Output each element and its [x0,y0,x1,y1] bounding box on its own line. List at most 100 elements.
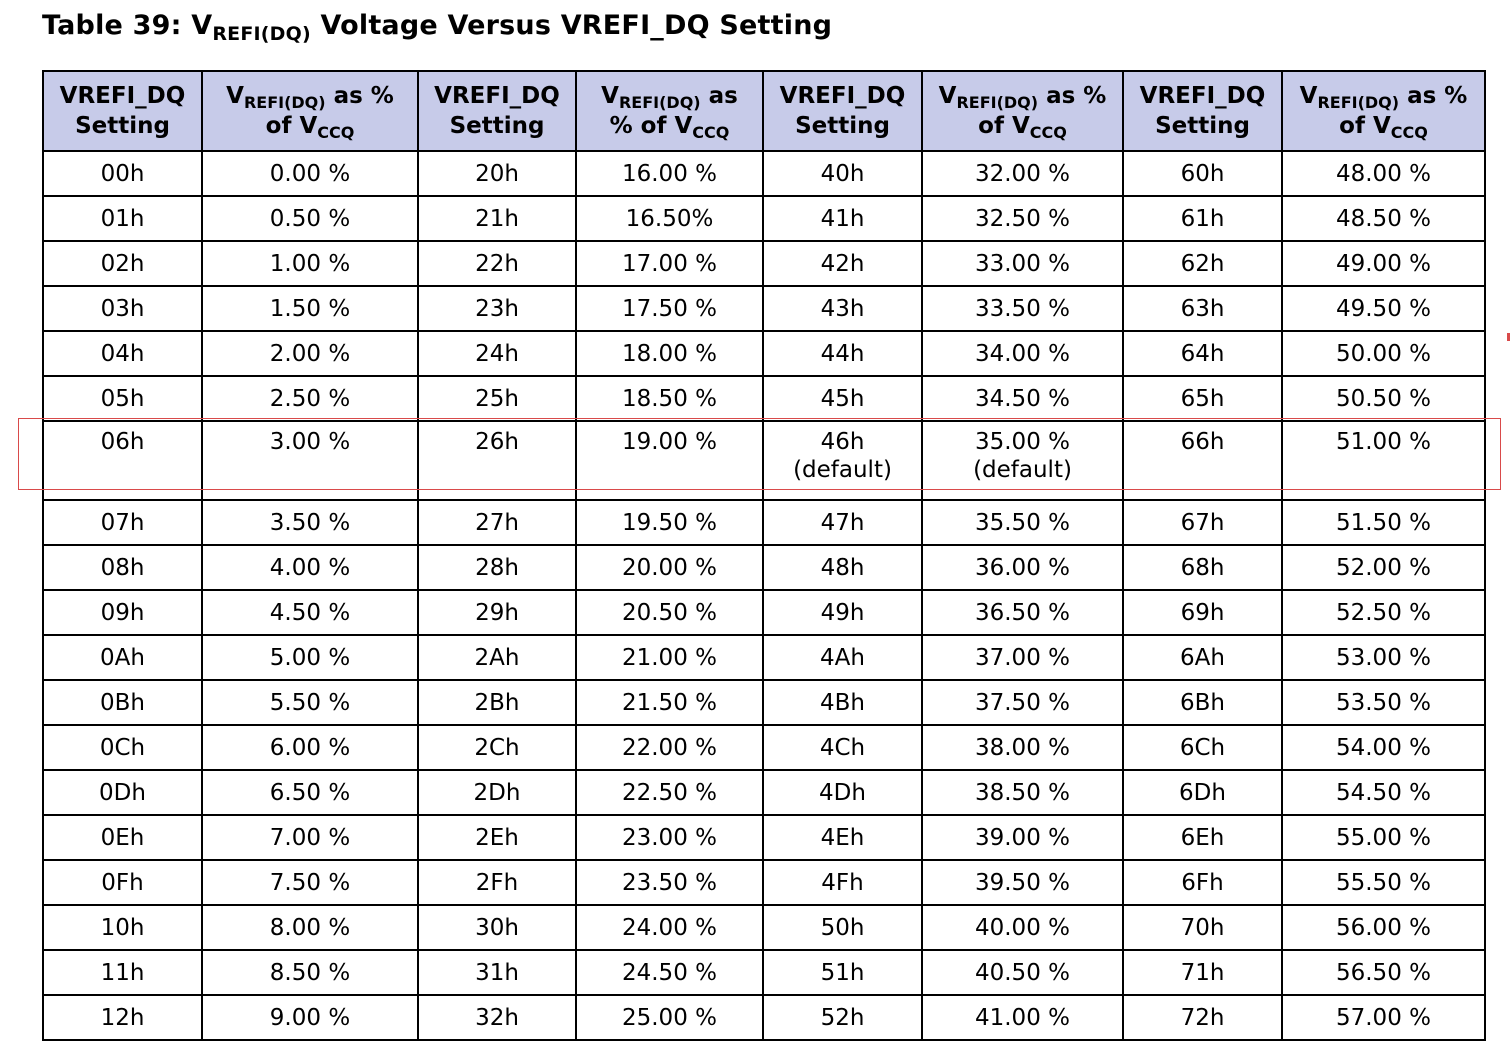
table-cell: 33.00 % [921,240,1124,287]
table-cell: 22.50 % [575,769,764,816]
table-cell: 24.50 % [575,949,764,996]
table-cell: 39.00 % [921,814,1124,861]
table-cell: 32.00 % [921,150,1124,197]
table-cell: 34.50 % [921,375,1124,422]
header-row: VREFI_DQ Setting VREFI(DQ) as % of VCCQ VR… [42,70,1486,152]
table-row: 07h 3.50 % 27h 19.50 % 47h 35.50 % 67h 51.50 % [42,499,1486,546]
table-cell: 4Dh [762,769,923,816]
table-cell: 46h (default) [762,420,923,501]
table-cell: 2Dh [417,769,577,816]
table-cell: 2.00 % [201,330,419,377]
table-cell: 40.50 % [921,949,1124,996]
table-title: Table 39: VREFI(DQ) Voltage Versus VREFI… [42,10,833,44]
table-cell: 20h [417,150,577,197]
table-cell: 40h [762,150,923,197]
table-row: 02h 1.00 % 22h 17.00 % 42h 33.00 % 62h 49.00 % [42,240,1486,287]
table-cell: 49.50 % [1281,285,1486,332]
title-suffix: Voltage Versus VREFI_DQ Setting [310,10,833,41]
vrefi-dq-table: VREFI_DQ Setting VREFI(DQ) as % of VCCQ VR… [42,70,1486,1041]
table-row: 0Eh 7.00 % 2Eh 23.00 % 4Eh 39.00 % 6Eh 55.00 % [42,814,1486,861]
table-cell: 45h [762,375,923,422]
table-row: 04h 2.00 % 24h 18.00 % 44h 34.00 % 64h 50.00 % [42,330,1486,377]
table-cell: 25h [417,375,577,422]
table-cell: 17.50 % [575,285,764,332]
table-cell: 54.00 % [1281,724,1486,771]
header-percent-1: VREFI(DQ) as % of VCCQ [201,70,419,152]
table-cell: 3.00 % [201,420,419,501]
table-cell: 33.50 % [921,285,1124,332]
table-cell: 42h [762,240,923,287]
table-row: 03h 1.50 % 23h 17.50 % 43h 33.50 % 63h 49.50 % [42,285,1486,332]
table-cell: 0Eh [42,814,203,861]
table-cell: 50.00 % [1281,330,1486,377]
table-cell: 23.50 % [575,859,764,906]
table-cell: 7.00 % [201,814,419,861]
table-cell: 2Fh [417,859,577,906]
header-setting-4: VREFI_DQ Setting [1122,70,1283,152]
table-cell: 4Ch [762,724,923,771]
table-cell: 68h [1122,544,1283,591]
table-cell: 48.50 % [1281,195,1486,242]
table-cell: 62h [1122,240,1283,287]
table-cell: 8.50 % [201,949,419,996]
table-cell: 26h [417,420,577,501]
table-cell: 39.50 % [921,859,1124,906]
table-cell: 65h [1122,375,1283,422]
table-cell: 4Eh [762,814,923,861]
table-row: 12h 9.00 % 32h 25.00 % 52h 41.00 % 72h 57.00 % [42,994,1486,1041]
table-cell: 69h [1122,589,1283,636]
header-percent-2: VREFI(DQ) as% of VCCQ [575,70,764,152]
table-row: 0Ch 6.00 % 2Ch 22.00 % 4Ch 38.00 % 6Ch 54.00 % [42,724,1486,771]
table-cell: 31h [417,949,577,996]
table-cell: 49h [762,589,923,636]
table-cell: 24h [417,330,577,377]
table-row: 08h 4.00 % 28h 20.00 % 48h 36.00 % 68h 52.00 % [42,544,1486,591]
table-cell: 24.00 % [575,904,764,951]
table-cell: 51.50 % [1281,499,1486,546]
table-cell: 38.50 % [921,769,1124,816]
table-cell: 5.50 % [201,679,419,726]
table-cell: 18.00 % [575,330,764,377]
table-row: 10h 8.00 % 30h 24.00 % 50h 40.00 % 70h 56.00 % [42,904,1486,951]
table-cell: 0Ah [42,634,203,681]
table-row: 05h 2.50 % 25h 18.50 % 45h 34.50 % 65h 50.50 % [42,375,1486,422]
header-setting-3: VREFI_DQ Setting [762,70,923,152]
table-cell: 8.00 % [201,904,419,951]
table-cell: 06h [42,420,203,501]
table-cell: 6Ah [1122,634,1283,681]
table-cell: 64h [1122,330,1283,377]
table-cell: 21.00 % [575,634,764,681]
table-cell: 61h [1122,195,1283,242]
table-cell: 60h [1122,150,1283,197]
table-cell: 01h [42,195,203,242]
table-cell: 08h [42,544,203,591]
table-cell: 6Bh [1122,679,1283,726]
table-cell: 50h [762,904,923,951]
table-cell: 7.50 % [201,859,419,906]
table-row: 0Dh 6.50 % 2Dh 22.50 % 4Dh 38.50 % 6Dh 54.50 % [42,769,1486,816]
table-cell: 19.00 % [575,420,764,501]
table-cell: 20.50 % [575,589,764,636]
table-cell: 38.00 % [921,724,1124,771]
table-cell: 36.50 % [921,589,1124,636]
table-cell: 12h [42,994,203,1041]
table-cell: 55.50 % [1281,859,1486,906]
table-cell: 21.50 % [575,679,764,726]
table-cell: 18.50 % [575,375,764,422]
table-cell: 2Ah [417,634,577,681]
table-cell: 02h [42,240,203,287]
table-cell: 0Bh [42,679,203,726]
table-cell: 48h [762,544,923,591]
table-cell: 6Fh [1122,859,1283,906]
table-cell: 47h [762,499,923,546]
edge-mark [1507,333,1510,341]
table-cell: 50.50 % [1281,375,1486,422]
table-cell: 51h [762,949,923,996]
table-cell: 41h [762,195,923,242]
title-subscript: REFI(DQ) [212,23,311,45]
table-cell: 04h [42,330,203,377]
table-cell: 0.50 % [201,195,419,242]
table-cell: 63h [1122,285,1283,332]
table-cell: 09h [42,589,203,636]
table-cell: 48.00 % [1281,150,1486,197]
